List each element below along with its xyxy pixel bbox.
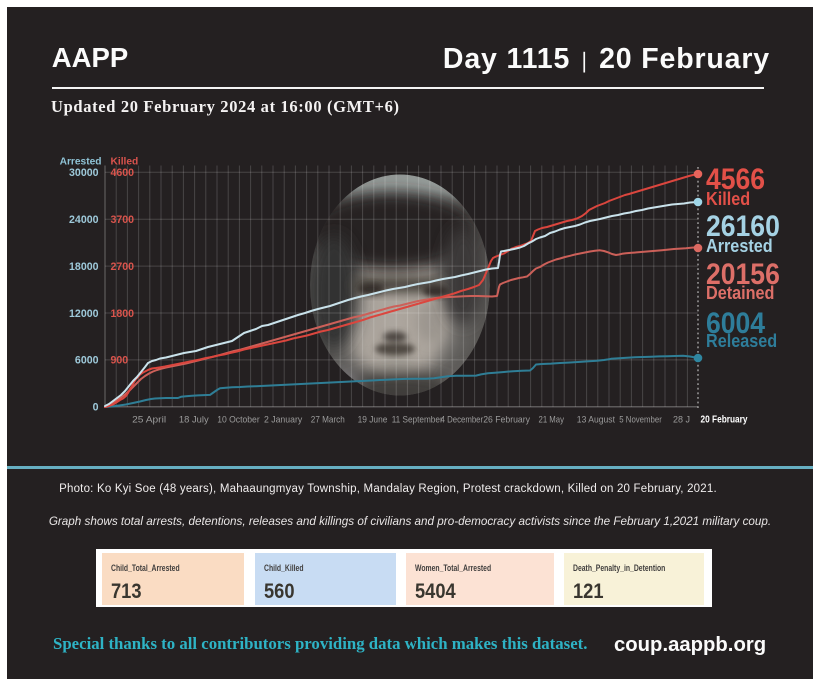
svg-text:4 December: 4 December <box>441 415 484 426</box>
svg-text:26 February: 26 February <box>483 415 530 426</box>
svg-text:12000: 12000 <box>69 308 99 320</box>
svg-text:28 J: 28 J <box>673 415 690 426</box>
svg-text:19 June: 19 June <box>358 415 388 426</box>
svg-text:Killed: Killed <box>111 156 139 167</box>
svg-text:5 November: 5 November <box>619 415 662 426</box>
svg-text:Arrested: Arrested <box>60 156 102 167</box>
svg-text:900: 900 <box>111 355 129 367</box>
svg-text:4600: 4600 <box>111 167 135 179</box>
svg-text:27 March: 27 March <box>311 415 345 426</box>
svg-text:2 January: 2 January <box>264 415 302 426</box>
svg-text:30000: 30000 <box>69 167 99 179</box>
svg-text:13 August: 13 August <box>577 415 616 426</box>
svg-text:25 April: 25 April <box>132 415 166 426</box>
svg-text:1800: 1800 <box>111 308 135 320</box>
svg-text:10 October: 10 October <box>217 415 260 426</box>
svg-text:18000: 18000 <box>69 261 99 273</box>
svg-text:3700: 3700 <box>111 214 135 226</box>
svg-text:18 July: 18 July <box>179 415 209 426</box>
svg-text:6000: 6000 <box>75 355 99 367</box>
svg-text:11 September: 11 September <box>392 415 443 426</box>
svg-text:24000: 24000 <box>69 214 99 226</box>
svg-text:20 February: 20 February <box>701 415 748 426</box>
svg-text:0: 0 <box>93 402 99 414</box>
svg-text:21 May: 21 May <box>539 415 565 426</box>
svg-text:2700: 2700 <box>111 261 135 273</box>
